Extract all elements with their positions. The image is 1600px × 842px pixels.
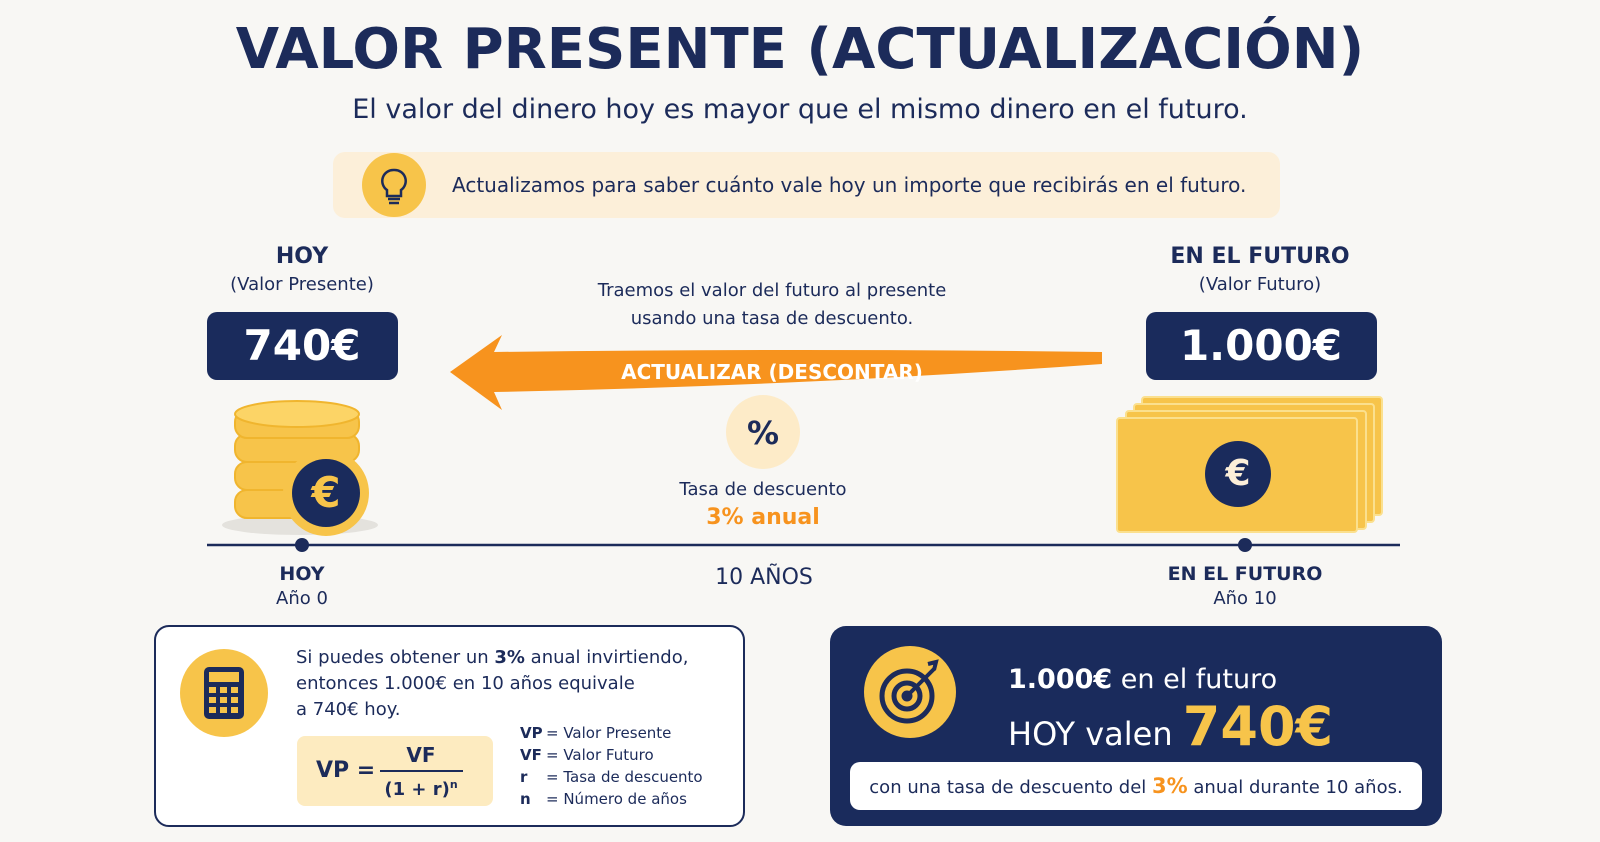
result-note-box <box>850 762 1422 810</box>
legend-item: r = Tasa de descuento <box>520 770 703 785</box>
legend-item: VF = Valor Futuro <box>520 748 654 763</box>
calculator-glyph <box>204 667 244 719</box>
legend-text: = Número de años <box>546 790 687 808</box>
future-subtitle: (Valor Futuro) <box>1198 274 1322 295</box>
rate-icon: % <box>746 414 780 452</box>
text: con una tasa de descuento del <box>869 777 1153 798</box>
legend-symbol: VP <box>520 724 543 742</box>
timeline-end-label: EN EL FUTURO <box>1167 563 1323 585</box>
text: anual durante 10 años. <box>1187 777 1403 798</box>
present-title: HOY <box>275 244 329 269</box>
legend-symbol: n <box>520 790 531 808</box>
formula-lhs: VP = <box>316 758 376 783</box>
rate-value: 3% anual <box>706 505 820 530</box>
text: HOY valen <box>1008 715 1183 753</box>
legend-item: VP = Valor Presente <box>520 726 671 741</box>
subtitle: El valor del dinero hoy es mayor que el … <box>352 94 1248 125</box>
formula-numerator: VF <box>406 743 436 767</box>
title: VALOR PRESENTE (ACTUALIZACIÓN) <box>235 17 1365 82</box>
rate-circle <box>726 395 800 469</box>
rate-label: Tasa de descuento <box>679 479 847 500</box>
target-glyph <box>879 659 939 724</box>
timeline-start-year: Año 0 <box>276 588 328 609</box>
bill-symbol: € <box>1225 453 1251 494</box>
legend-symbol: r <box>520 768 528 786</box>
discount-arrow <box>450 335 1102 410</box>
present-subtitle: (Valor Presente) <box>230 274 374 295</box>
arrow-label: ACTUALIZAR (DESCONTAR) <box>621 360 923 384</box>
result-amount: 1.000€ <box>1008 664 1113 695</box>
result-line: 1.000€ en el futuro <box>1008 666 1277 693</box>
tip-text: Actualizamos para saber cuánto vale hoy … <box>452 173 1247 197</box>
timeline-start-label: HOY <box>279 563 325 585</box>
denominator: (1 + r) <box>384 779 450 800</box>
explanation-line: entonces 1.000€ en 10 años equivale <box>296 673 635 694</box>
result-value: 740€ <box>1182 695 1334 758</box>
formula-denominator: (1 + r)n <box>384 779 457 799</box>
bill-coin <box>1205 441 1271 507</box>
coin-symbol: € <box>311 468 341 517</box>
future-box <box>1146 312 1377 380</box>
explanation-line: Si puedes obtener un 3% anual invirtiend… <box>296 649 688 667</box>
timeline-end-year: Año 10 <box>1213 588 1277 609</box>
exponent: n <box>449 778 458 791</box>
bulb-icon <box>362 153 426 217</box>
text: en el futuro <box>1112 664 1278 695</box>
legend-symbol: VF <box>520 746 542 764</box>
present-box <box>207 312 398 380</box>
highlight: 3% <box>1152 774 1188 798</box>
legend-text: = Valor Futuro <box>546 746 654 764</box>
bulb-glyph <box>381 168 407 205</box>
legend-text: = Tasa de descuento <box>546 768 703 786</box>
legend-item: n = Número de años <box>520 792 687 807</box>
coin-face <box>292 459 360 527</box>
tip-box <box>333 152 1280 218</box>
bill-stack <box>1116 396 1383 533</box>
text: Si puedes obtener un <box>296 647 495 668</box>
highlight: 3% <box>494 647 525 668</box>
timeline-dot <box>295 538 309 552</box>
arrow-note: Traemos el valor del futuro al presente <box>597 280 947 301</box>
legend-text: = Valor Presente <box>546 724 672 742</box>
explanation-line: a 740€ hoy. <box>296 699 401 720</box>
future-title: EN EL FUTURO <box>1170 244 1350 269</box>
result-line: HOY valen 740€ <box>1008 700 1333 754</box>
future-amount: 1.000€ <box>1179 321 1343 370</box>
timeline-dot <box>1238 538 1252 552</box>
result-note: con una tasa de descuento del 3% anual d… <box>869 776 1402 797</box>
present-amount: 740€ <box>243 321 361 370</box>
arrow-note: usando una tasa de descuento. <box>630 308 914 329</box>
timeline-span: 10 AÑOS <box>715 565 813 590</box>
text: anual invirtiendo, <box>524 647 689 668</box>
